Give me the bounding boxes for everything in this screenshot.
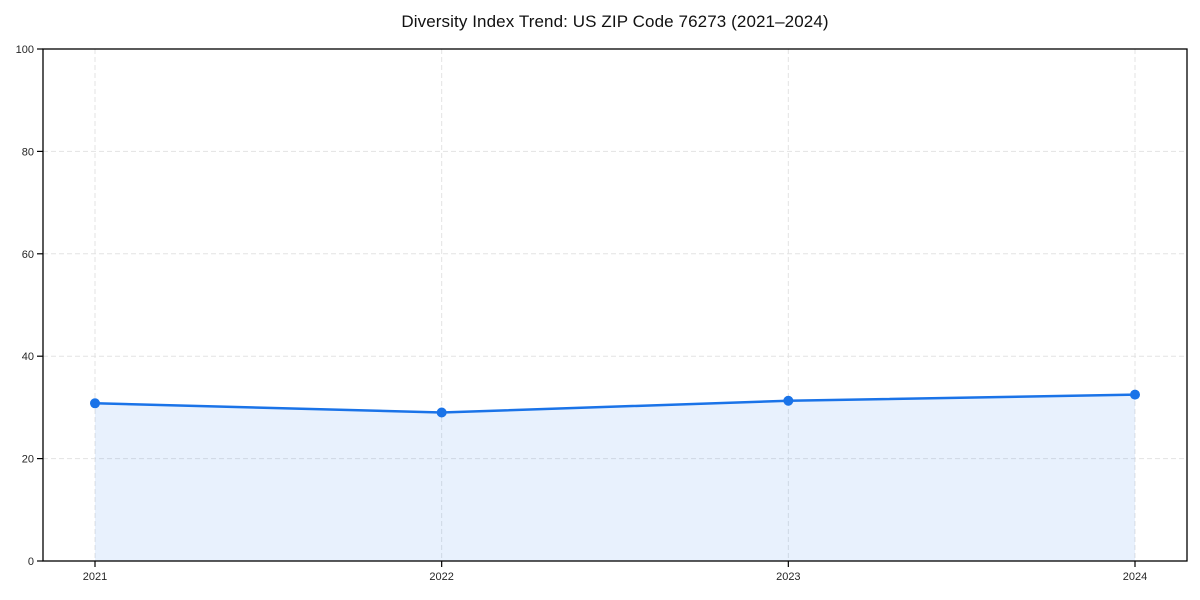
chart-title: Diversity Index Trend: US ZIP Code 76273… [401, 12, 829, 31]
y-tick-label: 0 [28, 556, 34, 568]
y-tick-label: 60 [22, 249, 34, 261]
data-point-marker [436, 407, 447, 418]
x-tick-label: 2022 [429, 571, 453, 583]
series-line [93, 393, 1137, 414]
y-tick-label: 80 [22, 146, 34, 158]
plot-border [42, 48, 1188, 562]
y-tick-label: 100 [16, 44, 34, 56]
y-tick-label: 40 [22, 351, 34, 363]
series-area-fill [95, 394, 1135, 561]
y-tick-label: 20 [22, 454, 34, 466]
data-point-marker [783, 395, 794, 406]
x-tick-label: 2023 [776, 571, 800, 583]
x-tick-label: 2024 [1123, 571, 1147, 583]
x-tick-label: 2021 [83, 571, 107, 583]
data-point-marker [1130, 389, 1140, 400]
data-point-marker [90, 398, 100, 409]
